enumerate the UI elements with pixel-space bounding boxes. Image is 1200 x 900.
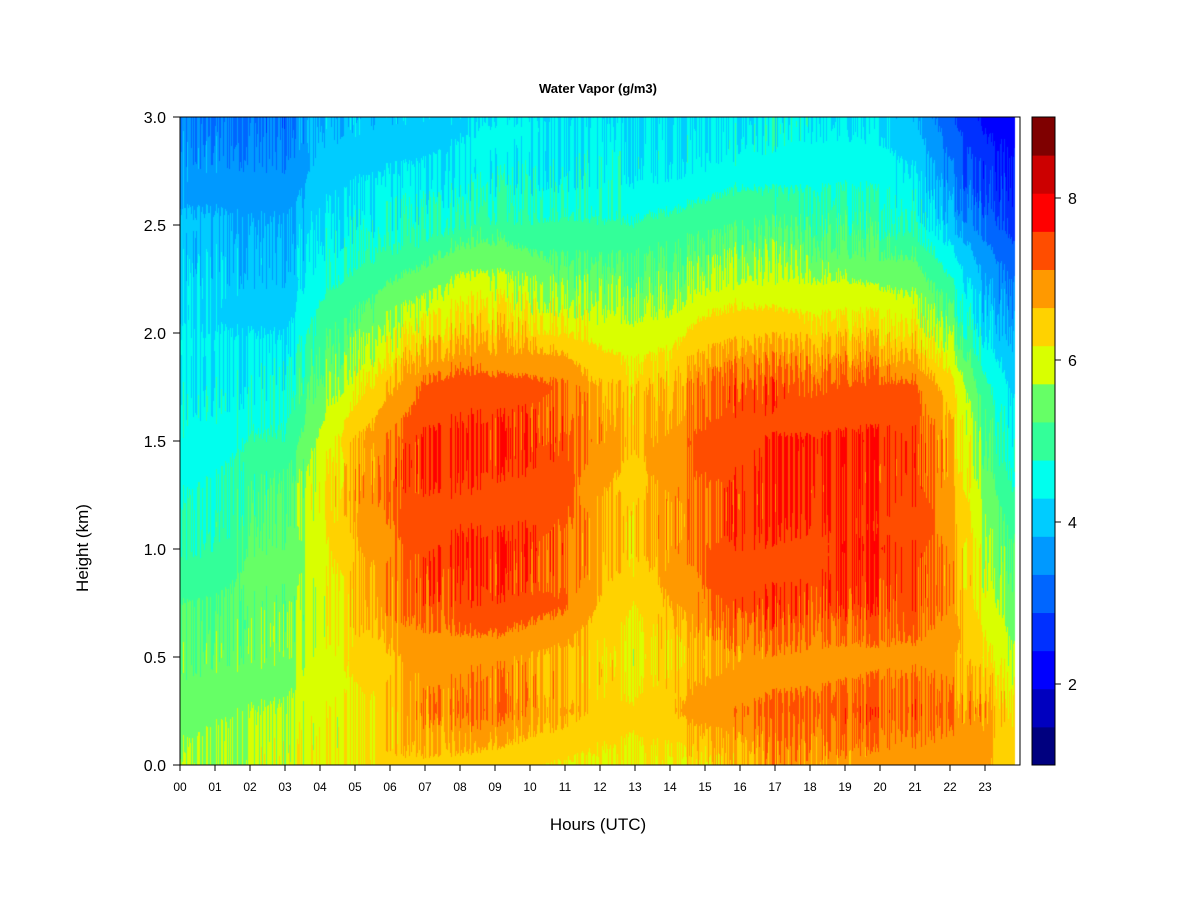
y-tick-label: 3.0 xyxy=(144,110,166,127)
heatmap-area xyxy=(179,116,1021,766)
x-axis: 00 01 02 03 04 05 06 07 08 09 10 11 12 13 14 15 16 17 18 19… xyxy=(173,765,992,794)
x-tick-label: 13 xyxy=(628,780,642,794)
colorbar-segment xyxy=(1032,650,1055,690)
colorbar-segment xyxy=(1032,726,1055,766)
y-tick-label: 1.5 xyxy=(144,434,166,451)
x-tick-label: 00 xyxy=(173,780,187,794)
colorbar xyxy=(1031,116,1056,766)
y-axis: 0.0 0.5 1.0 1.5 2.0 2.5 3.0 xyxy=(144,110,180,775)
x-tick-label: 09 xyxy=(488,780,502,794)
x-tick-label: 01 xyxy=(208,780,222,794)
x-tick-label: 02 xyxy=(243,780,257,794)
colorbar-segment xyxy=(1032,612,1055,652)
colorbar-segment xyxy=(1032,269,1055,309)
x-tick-label: 21 xyxy=(908,780,922,794)
x-tick-label: 16 xyxy=(733,780,747,794)
x-tick-label: 14 xyxy=(663,780,677,794)
colorbar-tick-label: 6 xyxy=(1068,353,1077,370)
colorbar-segment xyxy=(1032,155,1055,194)
colorbar-segment xyxy=(1032,498,1055,537)
colorbar-segment xyxy=(1032,193,1055,232)
x-tick-label: 06 xyxy=(383,780,397,794)
colorbar-tick-label: 2 xyxy=(1068,677,1077,694)
colorbar-frame xyxy=(1031,116,1056,766)
colorbar-tick-label: 8 xyxy=(1068,191,1077,208)
chart-title: Water Vapor (g/m3) xyxy=(539,81,657,96)
x-tick-label: 10 xyxy=(523,780,537,794)
heatmap-raster xyxy=(180,117,1020,765)
heatmap-canvas xyxy=(180,117,1020,765)
x-tick-label: 22 xyxy=(943,780,957,794)
colorbar-segment xyxy=(1032,231,1055,270)
x-tick-label: 12 xyxy=(593,780,607,794)
y-axis-label: Height (km) xyxy=(73,504,92,592)
colorbar-segment xyxy=(1032,460,1055,499)
colorbar-segment xyxy=(1032,345,1055,385)
colorbar-segment xyxy=(1032,536,1055,575)
colorbar-segment xyxy=(1032,117,1055,156)
x-tick-label: 03 xyxy=(278,780,292,794)
y-tick-label: 0.0 xyxy=(144,758,166,775)
x-tick-label: 05 xyxy=(348,780,362,794)
x-tick-label: 17 xyxy=(768,780,782,794)
colorbar-segment xyxy=(1032,307,1055,347)
x-tick-label: 08 xyxy=(453,780,467,794)
colorbar-segment xyxy=(1032,688,1055,728)
x-tick-label: 18 xyxy=(803,780,817,794)
x-tick-label: 11 xyxy=(559,780,572,794)
colorbar-tick-label: 4 xyxy=(1068,515,1077,532)
y-tick-label: 2.0 xyxy=(144,326,166,343)
y-tick-label: 2.5 xyxy=(144,218,166,235)
colorbar-segment xyxy=(1032,421,1055,461)
colorbar-ticks: 2 4 6 8 xyxy=(1055,191,1077,694)
y-tick-label: 0.5 xyxy=(144,650,166,667)
x-tick-label: 19 xyxy=(838,780,852,794)
x-tick-label: 20 xyxy=(873,780,887,794)
x-axis-label: Hours (UTC) xyxy=(550,815,646,834)
colorbar-segment xyxy=(1032,383,1055,423)
colorbar-segment xyxy=(1032,574,1055,614)
x-tick-label: 15 xyxy=(698,780,712,794)
x-tick-label: 07 xyxy=(418,780,432,794)
y-tick-label: 1.0 xyxy=(144,542,166,559)
x-tick-label: 04 xyxy=(313,780,327,794)
x-tick-label: 23 xyxy=(978,780,992,794)
